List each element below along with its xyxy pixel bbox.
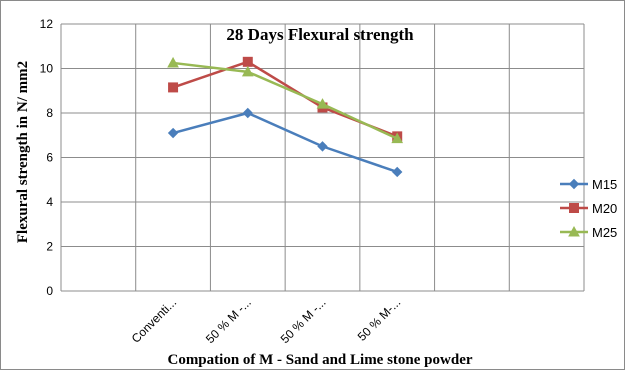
axes [60,24,584,292]
x-tick-label: Conventi... [129,295,179,345]
x-axis-title: Compation of M - Sand and Lime stone pow… [167,352,472,368]
series-line [172,111,398,174]
y-tick-label: 4 [46,195,53,209]
legend-item-m15: M15 [560,177,617,192]
series-m25 [167,56,404,144]
legend-marker [569,203,579,213]
data-point [392,166,403,178]
legend-label: M15 [592,177,617,192]
y-tick-label: 0 [46,284,53,298]
legend-item-m20: M20 [560,201,617,216]
series-m15 [167,107,403,178]
legend-label: M25 [592,225,617,240]
chart-title: 28 Days Flexural strength [226,25,414,44]
y-tick-label: 12 [40,17,54,31]
data-point [391,132,404,144]
gridlines [61,23,585,291]
data-point [242,56,253,67]
data-point [168,82,179,93]
data-point [167,56,179,68]
x-tick-label: 50 % M -... [203,295,254,346]
legend-label: M20 [592,201,617,216]
data-point [242,107,253,119]
data-point [316,98,329,109]
legend-marker [568,178,580,190]
y-tick-label: 2 [46,240,53,254]
x-tick-label: 50 % M -... [278,295,329,346]
tick-labels: 0 2 4 6 8 10 12 Conventi... 50 % M -... 50 % M -.… [40,17,404,346]
y-axis-title: Flexural strength in N/ mm2 [15,61,31,243]
data-point [241,65,254,77]
data-point [167,127,179,139]
legend: M15 M20 M25 [560,177,617,240]
y-tick-label: 10 [40,62,54,76]
y-tick-label: 8 [46,106,53,120]
x-tick-label: 50 % M-... [355,295,404,344]
data-point [317,141,328,152]
series-line [172,61,398,140]
series-layer [167,56,404,178]
legend-marker [568,225,580,237]
y-tick-label: 6 [46,151,53,165]
legend-item-m25: M25 [560,225,617,240]
